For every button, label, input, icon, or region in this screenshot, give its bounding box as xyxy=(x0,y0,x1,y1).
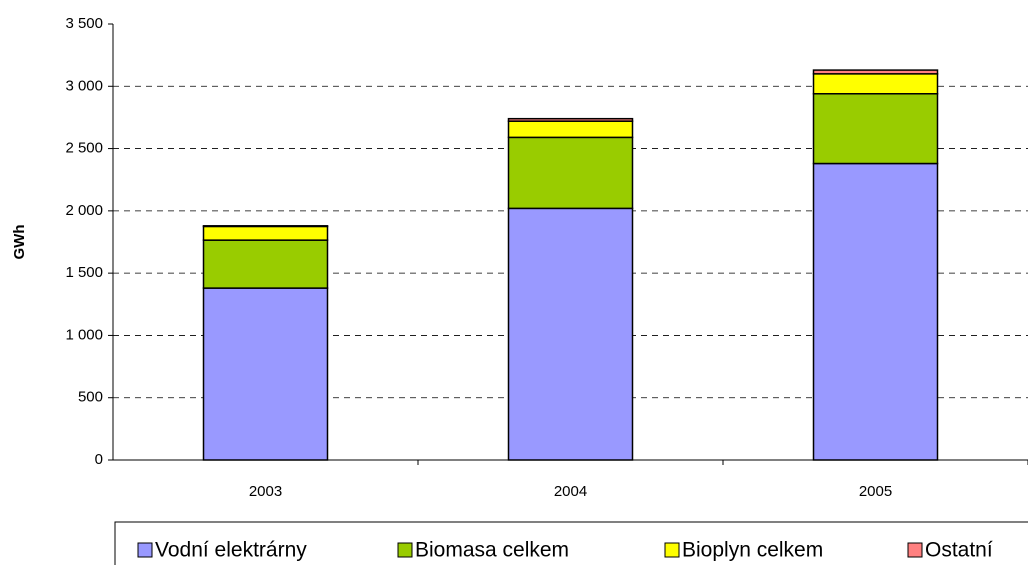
y-tick-label: 2 000 xyxy=(65,202,103,219)
bar-segment xyxy=(507,207,634,461)
bar-segment xyxy=(202,287,329,461)
legend-label: Vodní elektrárny xyxy=(155,539,307,562)
legend-swatch xyxy=(907,542,923,558)
bar-segment xyxy=(202,239,329,289)
legend-swatch xyxy=(397,542,413,558)
bar-segment xyxy=(507,120,634,139)
bar-segment xyxy=(812,162,939,461)
bar-segment xyxy=(202,225,329,241)
bar-segment xyxy=(202,225,329,228)
y-tick-label: 500 xyxy=(78,389,103,406)
y-tick-label: 1 500 xyxy=(65,264,103,281)
y-tick-label: 3 000 xyxy=(65,77,103,94)
legend-box xyxy=(114,521,1028,565)
x-tick-label: 2003 xyxy=(249,483,282,500)
bar-segment xyxy=(507,117,634,122)
x-tick-label: 2005 xyxy=(859,483,892,500)
bar-segment xyxy=(812,93,939,165)
x-tick-label: 2004 xyxy=(554,483,587,500)
y-axis-label: GWh xyxy=(11,225,28,260)
y-tick-label: 3 500 xyxy=(65,15,103,32)
legend-label: Bioplyn celkem xyxy=(682,539,823,562)
legend: Vodní elektrárny Biomasa celkem Bioplyn ce… xyxy=(114,521,1028,565)
y-tick-label: 2 500 xyxy=(65,140,103,157)
legend-label: Biomasa celkem xyxy=(415,539,569,562)
bar-segment xyxy=(507,136,634,210)
legend-swatch xyxy=(137,542,153,558)
y-tick-label: 1 000 xyxy=(65,326,103,343)
legend-swatch xyxy=(664,542,680,558)
y-tick-label: 0 xyxy=(95,451,103,468)
bar-segment xyxy=(812,69,939,75)
bar-segment xyxy=(812,73,939,95)
legend-label: Ostatní xyxy=(925,539,993,562)
